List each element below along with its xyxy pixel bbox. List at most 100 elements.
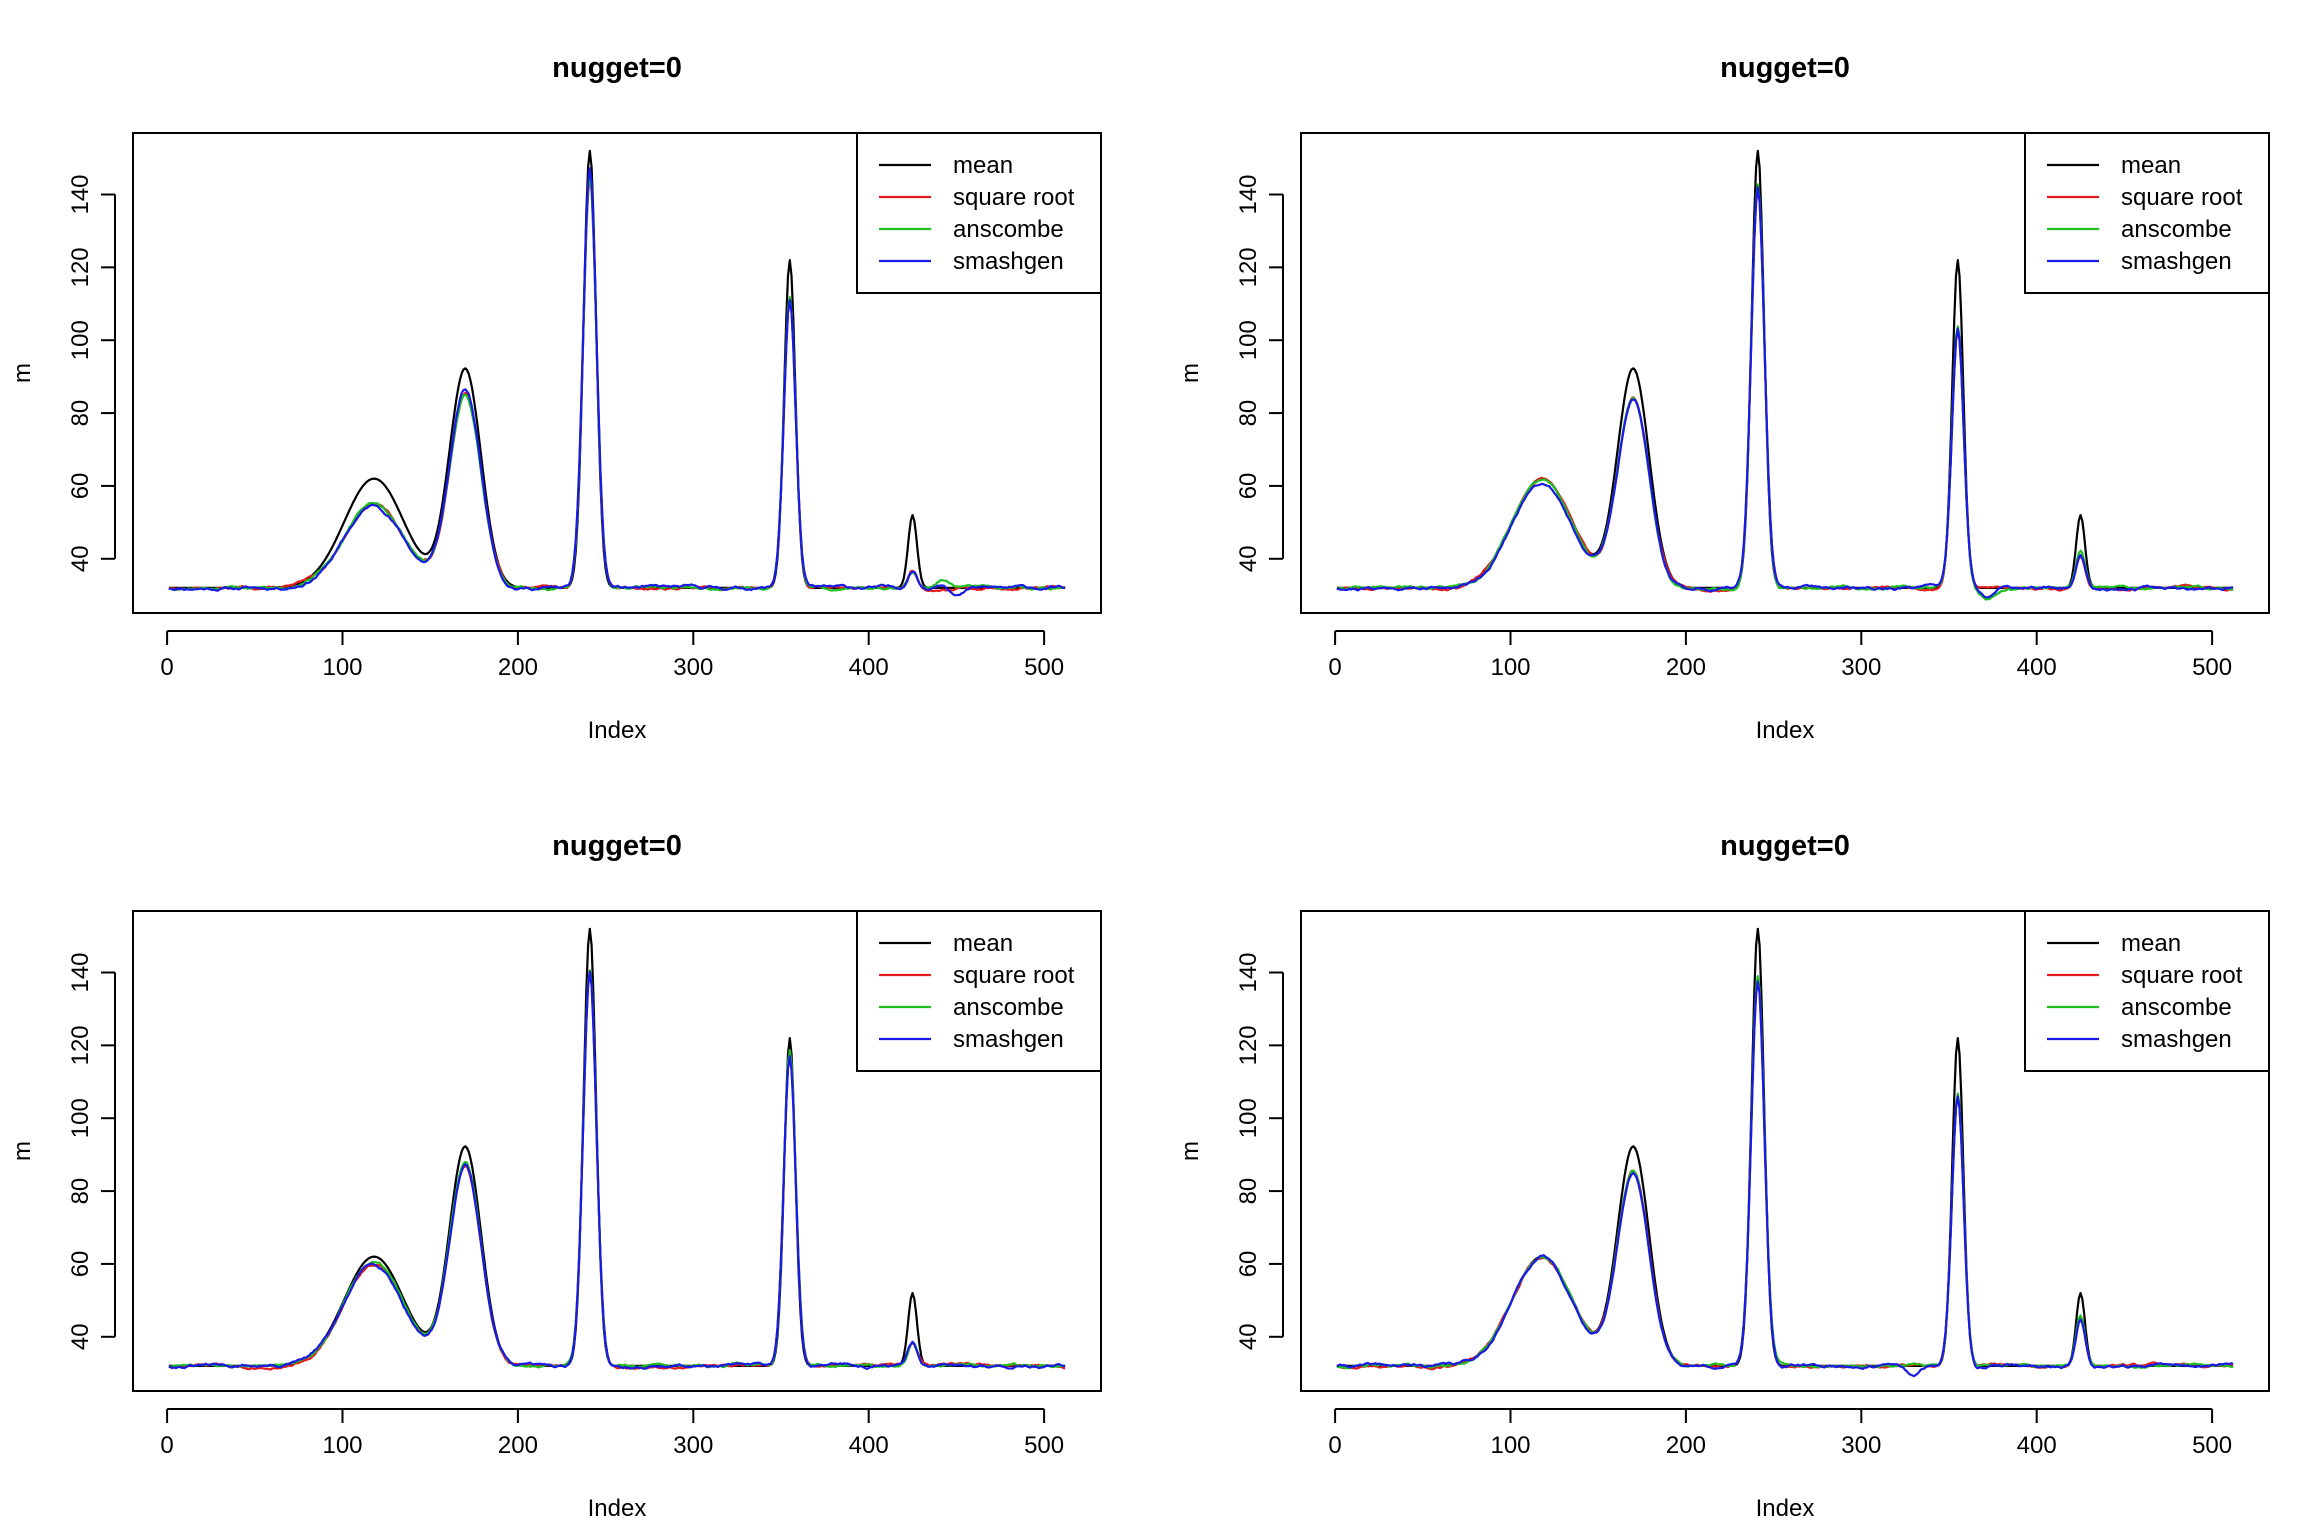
y-tick-label: 60 bbox=[1235, 473, 1262, 500]
x-tick-label: 0 bbox=[1328, 654, 1341, 681]
series-lines bbox=[168, 927, 1066, 1371]
y-tick-label: 80 bbox=[1235, 400, 1262, 427]
series-line-smashgen bbox=[1336, 186, 2234, 599]
x-tick-label: 500 bbox=[1024, 654, 1064, 681]
chart-panel-2: nugget=0 0 100 200 300 400 500 Index 40 60 80 100 12… bbox=[1177, 52, 2270, 744]
x-tick-label: 300 bbox=[673, 654, 713, 681]
chart-panel-1: nugget=0 0 100 200 300 400 500 Index 40 60 80 100 12… bbox=[9, 52, 1102, 744]
y-tick-label: 100 bbox=[67, 320, 94, 360]
plot-box bbox=[1300, 910, 2270, 1392]
x-tick-label: 300 bbox=[1841, 1432, 1881, 1459]
legend-label: smashgen bbox=[2121, 248, 2232, 275]
x-axis-label: Index bbox=[588, 717, 647, 744]
series-line-smashgen bbox=[168, 970, 1066, 1370]
legend-label: mean bbox=[2121, 152, 2181, 179]
series-line-smashgen bbox=[1336, 980, 2234, 1378]
series-line-smashgen bbox=[168, 167, 1066, 597]
y-tick-label: 120 bbox=[1235, 247, 1262, 287]
legend-box bbox=[2024, 132, 2270, 294]
legend-label: smashgen bbox=[2121, 1026, 2232, 1053]
y-tick-label: 140 bbox=[67, 952, 94, 992]
legend-label: mean bbox=[2121, 930, 2181, 957]
y-tick-label: 120 bbox=[67, 1025, 94, 1065]
y-tick-label: 120 bbox=[1235, 1025, 1262, 1065]
x-tick-label: 100 bbox=[1490, 1432, 1530, 1459]
legend: mean square root anscombe smashgen bbox=[856, 132, 1102, 294]
x-tick-label: 500 bbox=[1024, 1432, 1064, 1459]
y-tick-label: 40 bbox=[67, 1323, 94, 1350]
chart-title: nugget=0 bbox=[552, 830, 682, 862]
y-tick-label: 80 bbox=[1235, 1178, 1262, 1205]
x-tick-label: 400 bbox=[849, 654, 889, 681]
y-tick-label: 100 bbox=[1235, 1098, 1262, 1138]
series-lines bbox=[168, 149, 1066, 597]
legend: mean square root anscombe smashgen bbox=[2024, 132, 2270, 294]
legend-box bbox=[2024, 910, 2270, 1072]
plot-box bbox=[132, 910, 1102, 1392]
y-tick-label: 60 bbox=[67, 1251, 94, 1278]
legend-label: mean bbox=[953, 930, 1013, 957]
legend-label: smashgen bbox=[953, 1026, 1064, 1053]
y-tick-label: 60 bbox=[1235, 1251, 1262, 1278]
y-tick-label: 40 bbox=[1235, 1323, 1262, 1350]
x-tick-label: 500 bbox=[2192, 654, 2232, 681]
x-tick-label: 200 bbox=[498, 1432, 538, 1459]
y-tick-label: 40 bbox=[1235, 545, 1262, 572]
legend-label: anscombe bbox=[2121, 216, 2232, 243]
y-axis-label: m bbox=[9, 1141, 36, 1161]
series-lines bbox=[1336, 149, 2234, 601]
legend-label: square root bbox=[953, 184, 1075, 211]
x-tick-label: 200 bbox=[498, 654, 538, 681]
y-tick-label: 40 bbox=[67, 545, 94, 572]
x-tick-label: 100 bbox=[322, 654, 362, 681]
x-tick-label: 100 bbox=[322, 1432, 362, 1459]
legend-label: smashgen bbox=[953, 248, 1064, 275]
plot-box bbox=[132, 132, 1102, 614]
chart-title: nugget=0 bbox=[552, 52, 682, 84]
x-tick-label: 400 bbox=[2017, 654, 2057, 681]
x-tick-label: 200 bbox=[1666, 1432, 1706, 1459]
x-tick-label: 0 bbox=[1328, 1432, 1341, 1459]
y-axis-label: m bbox=[9, 363, 36, 383]
series-lines bbox=[1336, 927, 2234, 1378]
chart-panel-3: nugget=0 0 100 200 300 400 500 Index 40 60 80 100 12… bbox=[9, 830, 1102, 1522]
y-tick-label: 100 bbox=[67, 1098, 94, 1138]
legend-label: square root bbox=[2121, 962, 2243, 989]
y-tick-label: 80 bbox=[67, 400, 94, 427]
y-tick-label: 140 bbox=[1235, 952, 1262, 992]
x-tick-label: 400 bbox=[2017, 1432, 2057, 1459]
y-axis-label: m bbox=[1177, 1141, 1204, 1161]
y-tick-label: 60 bbox=[67, 473, 94, 500]
x-tick-label: 100 bbox=[1490, 654, 1530, 681]
x-tick-label: 0 bbox=[160, 654, 173, 681]
x-axis-label: Index bbox=[588, 1495, 647, 1522]
y-tick-label: 100 bbox=[1235, 320, 1262, 360]
x-tick-label: 200 bbox=[1666, 654, 1706, 681]
legend-box bbox=[856, 910, 1102, 1072]
x-tick-label: 0 bbox=[160, 1432, 173, 1459]
legend-label: anscombe bbox=[2121, 994, 2232, 1021]
chart-panel-4: nugget=0 0 100 200 300 400 500 Index 40 60 80 100 12… bbox=[1177, 830, 2270, 1522]
legend-label: anscombe bbox=[953, 216, 1064, 243]
x-axis-label: Index bbox=[1756, 717, 1815, 744]
y-axis-label: m bbox=[1177, 363, 1204, 383]
legend-label: square root bbox=[2121, 184, 2243, 211]
y-tick-label: 140 bbox=[1235, 174, 1262, 214]
x-tick-label: 500 bbox=[2192, 1432, 2232, 1459]
legend: mean square root anscombe smashgen bbox=[2024, 910, 2270, 1072]
y-tick-label: 80 bbox=[67, 1178, 94, 1205]
chart-title: nugget=0 bbox=[1720, 52, 1850, 84]
y-tick-label: 120 bbox=[67, 247, 94, 287]
chart-title: nugget=0 bbox=[1720, 830, 1850, 862]
legend-label: anscombe bbox=[953, 994, 1064, 1021]
legend-box bbox=[856, 132, 1102, 294]
legend-label: square root bbox=[953, 962, 1075, 989]
legend: mean square root anscombe smashgen bbox=[856, 910, 1102, 1072]
y-tick-label: 140 bbox=[67, 174, 94, 214]
x-tick-label: 300 bbox=[673, 1432, 713, 1459]
x-axis-label: Index bbox=[1756, 1495, 1815, 1522]
legend-label: mean bbox=[953, 152, 1013, 179]
x-tick-label: 300 bbox=[1841, 654, 1881, 681]
plot-box bbox=[1300, 132, 2270, 614]
